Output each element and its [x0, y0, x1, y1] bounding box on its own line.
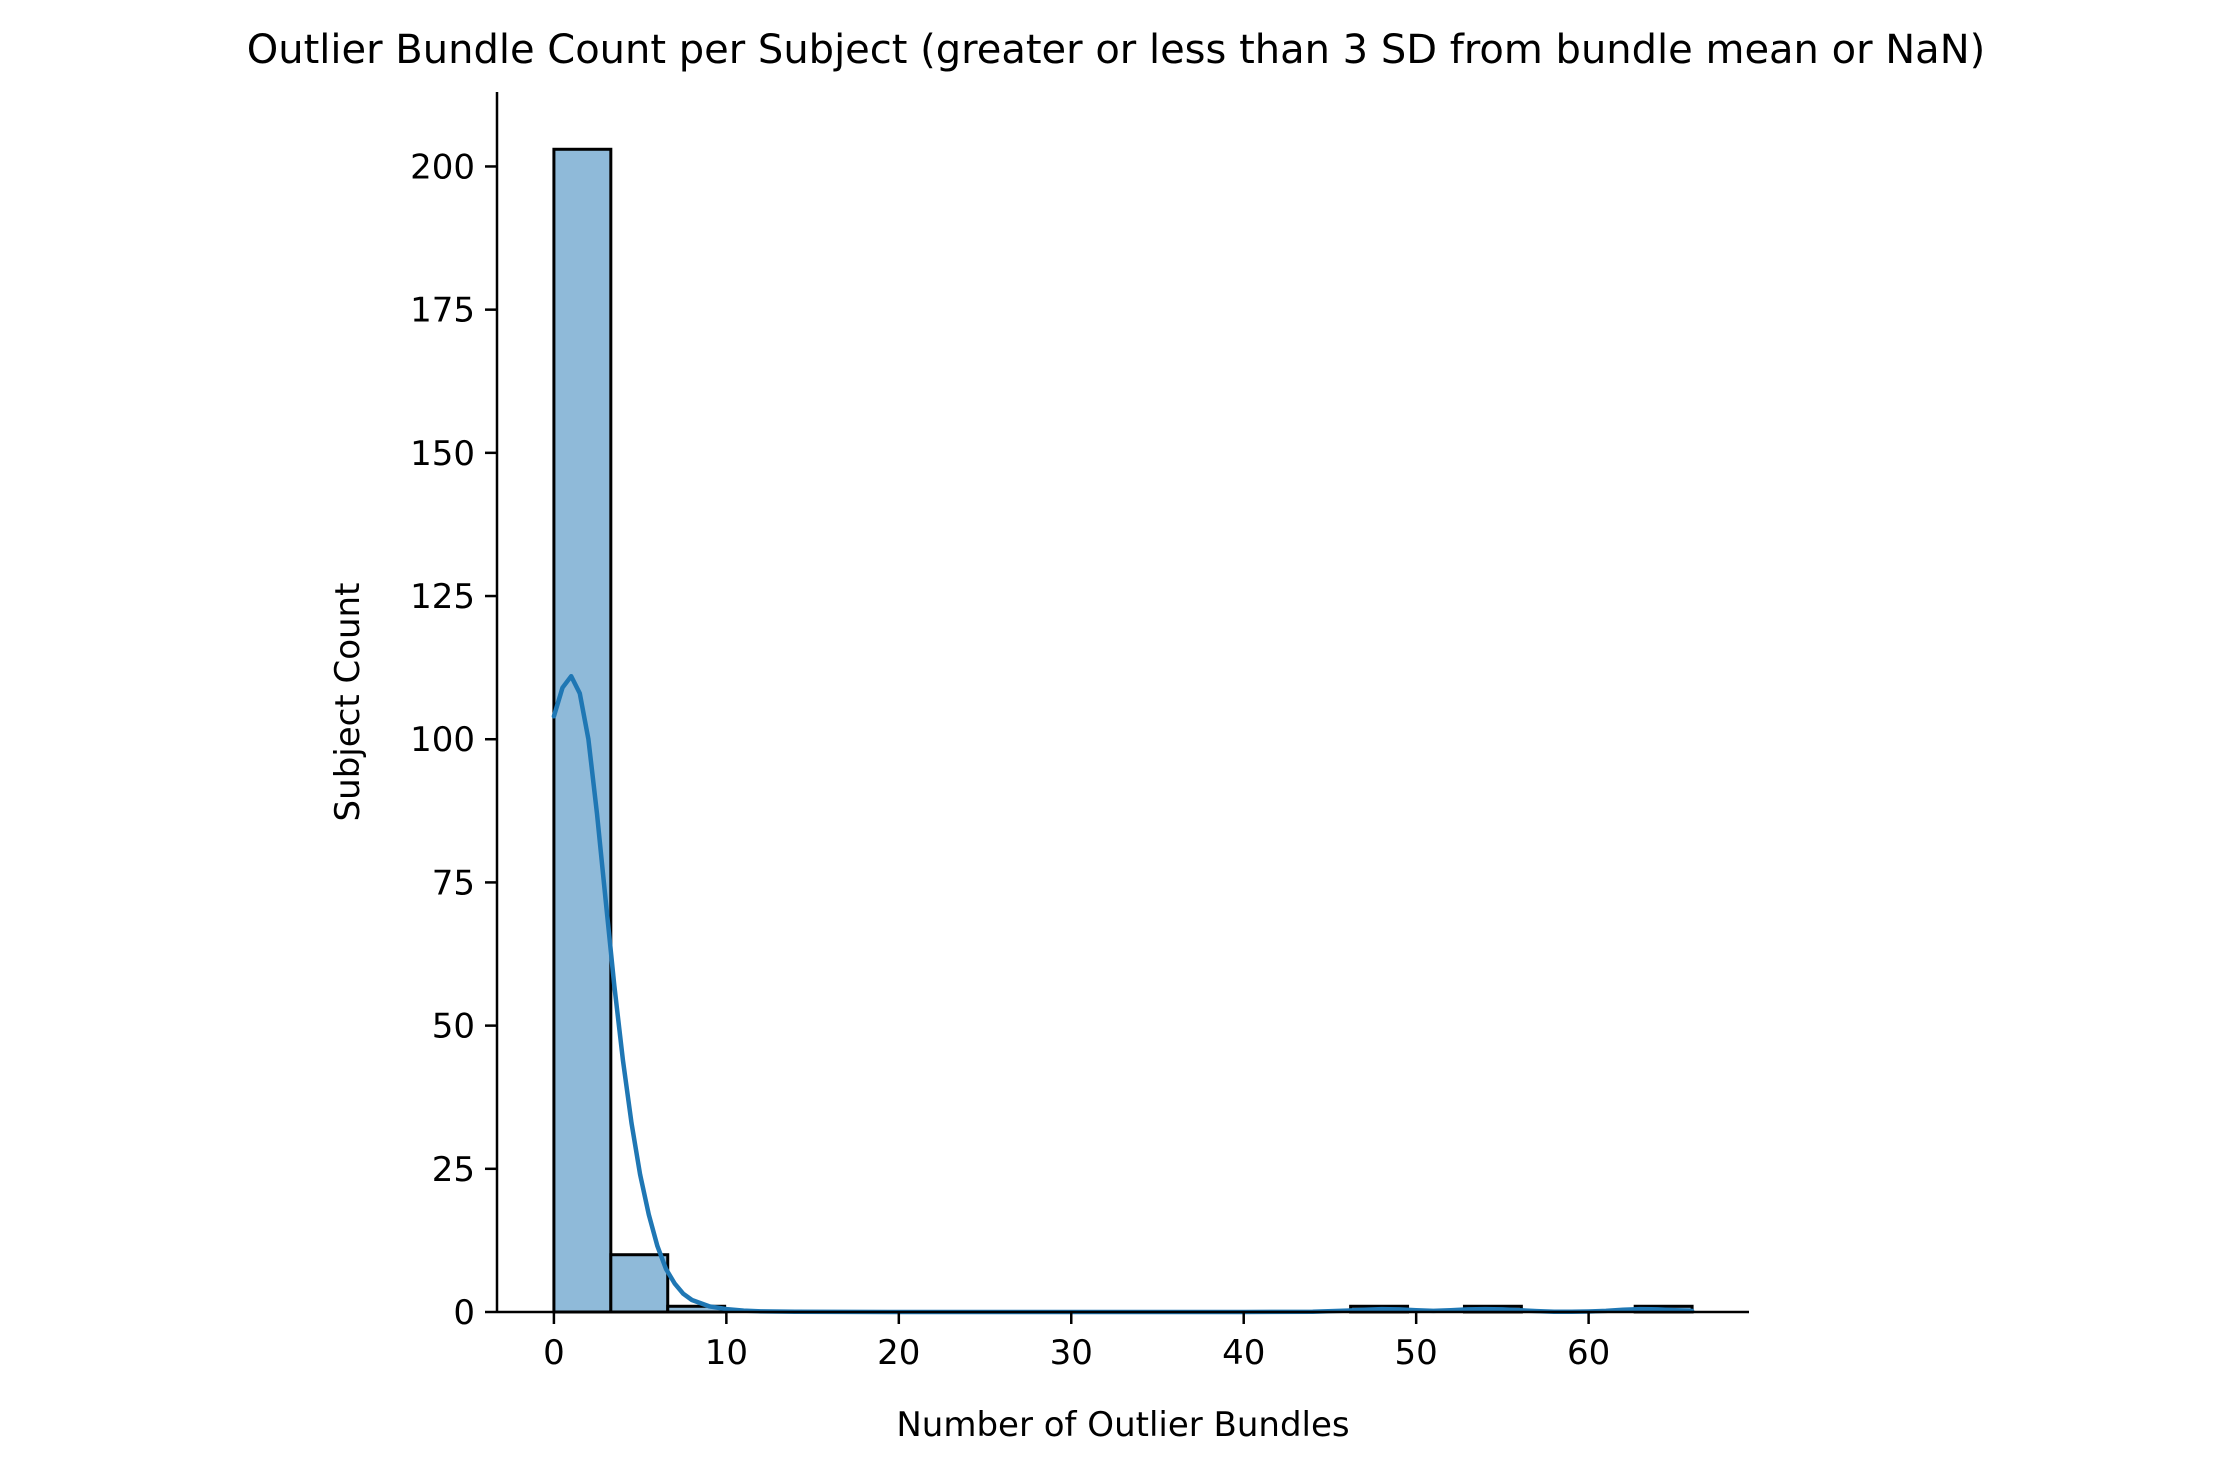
x-axis-label: Number of Outlier Bundles — [896, 1405, 1349, 1445]
y-tick-label: 200 — [410, 147, 475, 187]
chart-title: Outlier Bundle Count per Subject (greate… — [247, 27, 1985, 73]
x-tick-label: 20 — [877, 1333, 920, 1373]
x-tick-label: 40 — [1222, 1333, 1265, 1373]
histogram-bar-1 — [609, 1253, 670, 1314]
y-tick-label: 75 — [432, 863, 475, 903]
y-axis-ticks: 0 25 50 75 100 125 150 175 200 — [410, 147, 497, 1333]
y-tick-label: 125 — [410, 577, 475, 617]
x-tick-label: 30 — [1050, 1333, 1093, 1373]
y-tick-label: 175 — [410, 291, 475, 331]
y-tick-label: 100 — [410, 720, 475, 760]
y-tick-label: 25 — [432, 1150, 475, 1190]
x-tick-label: 0 — [543, 1333, 565, 1373]
y-tick-label: 0 — [453, 1293, 475, 1333]
x-tick-label: 60 — [1567, 1333, 1610, 1373]
y-tick-label: 50 — [432, 1007, 475, 1047]
x-tick-label: 50 — [1395, 1333, 1438, 1373]
x-tick-label: 10 — [705, 1333, 748, 1373]
y-tick-label: 150 — [410, 434, 475, 474]
y-axis-label: Subject Count — [328, 583, 368, 822]
histogram-bar-0 — [552, 147, 613, 1314]
x-axis-ticks: 0 10 20 30 40 50 60 — [543, 1312, 1610, 1373]
